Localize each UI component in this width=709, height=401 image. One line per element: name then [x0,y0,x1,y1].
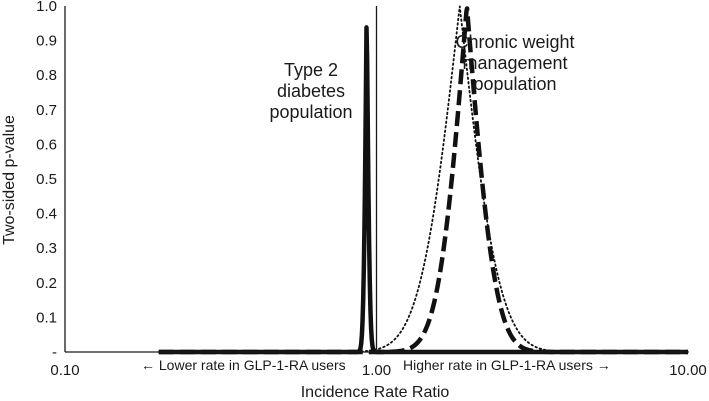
x-tick-label: 1.00 [362,362,391,379]
note-lower-rate: ← Lower rate in GLP-1-RA users [141,357,346,373]
y-axis-title: Two-sided p-value [1,115,18,245]
y-tick-label: - [52,344,57,361]
x-axis-title: Incidence Rate Ratio [301,384,450,401]
y-tick-label: 0.5 [36,171,57,188]
series-line-dashed [157,6,690,355]
annotation-t2d-line-3: population [269,102,352,122]
y-tick-label: 0.1 [36,309,57,326]
annotation-t2d: Type 2 diabetes population [269,60,352,122]
annotation-cwm: Chronic weight management population [455,32,574,94]
annotation-cwm-line-3: population [473,74,556,94]
note-higher-rate: Higher rate in GLP-1-RA users → [403,357,611,373]
series-line-dotted [157,5,689,353]
annotation-t2d-line-2: diabetes [277,81,345,101]
y-tick-label: 0.3 [36,240,57,257]
y-ticks: - 0.1 0.2 0.3 0.4 0.5 0.6 0.7 0.8 0.9 1.0 [36,0,57,361]
y-tick-label: 0.7 [36,102,57,119]
curves [157,5,690,355]
x-tick-label: 10.00 [669,362,707,379]
x-ticks: 0.10 1.00 10.00 [50,362,706,379]
annotation-t2d-line-1: Type 2 [284,60,338,80]
annotation-cwm-line-2: management [462,53,567,73]
y-tick-label: 0.8 [36,67,57,84]
annotation-cwm-line-1: Chronic weight [455,32,574,52]
y-tick-label: 0.9 [36,33,57,50]
y-tick-label: 0.6 [36,136,57,153]
y-tick-label: 1.0 [36,0,57,15]
y-tick-label: 0.4 [36,206,57,223]
series-line-solid [157,25,690,355]
y-tick-label: 0.2 [36,275,57,292]
x-tick-label: 0.10 [50,362,79,379]
